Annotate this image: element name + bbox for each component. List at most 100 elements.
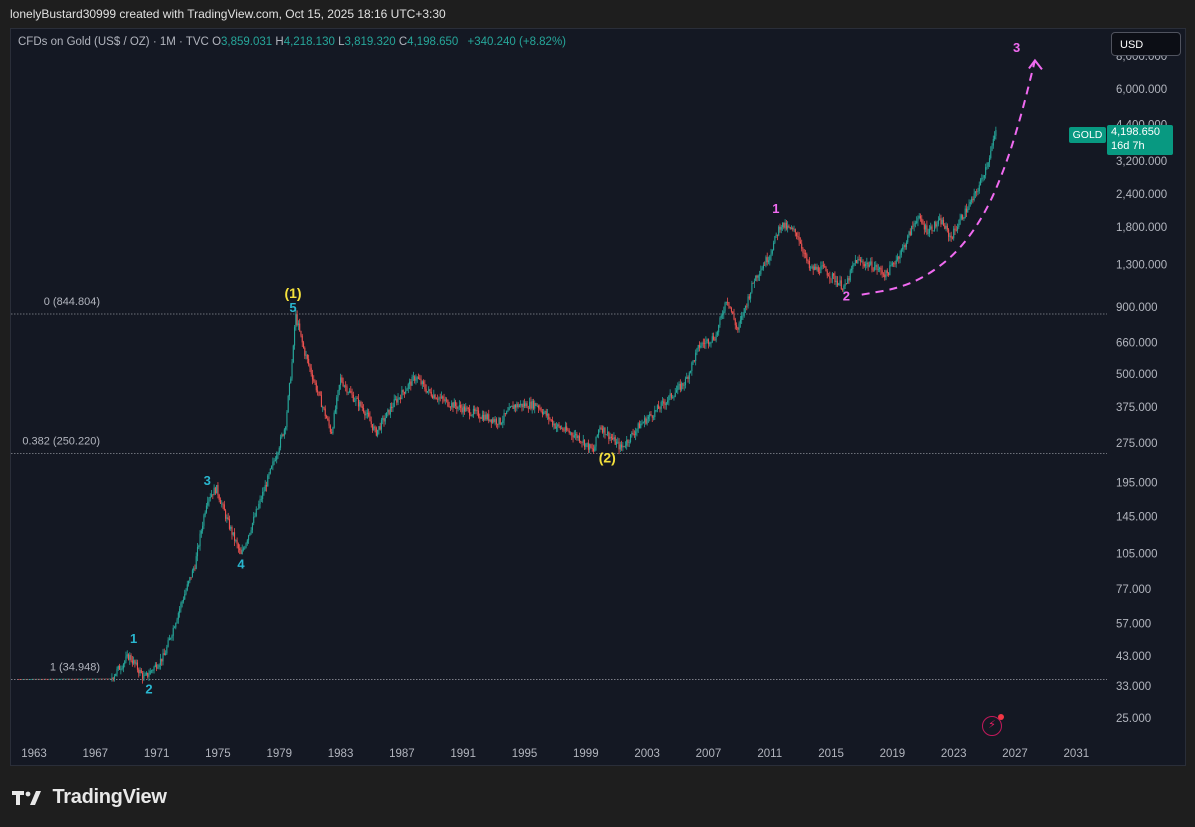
- candle-body: [391, 406, 393, 409]
- candle-body: [471, 414, 473, 416]
- candle-body: [773, 242, 775, 251]
- candle-body: [24, 679, 26, 680]
- candle-body: [664, 403, 666, 406]
- candle-body: [129, 655, 131, 660]
- candle-body: [343, 385, 345, 387]
- candle-body: [476, 410, 478, 411]
- candle-body: [822, 265, 824, 267]
- candle-body: [410, 381, 412, 386]
- candle-body: [323, 407, 325, 409]
- candle-body: [421, 381, 423, 385]
- candle-body: [956, 226, 959, 231]
- candle-body: [577, 435, 579, 438]
- candle-body: [190, 577, 192, 578]
- candle-body: [366, 412, 368, 414]
- candle-body: [935, 222, 937, 227]
- candle-body: [922, 222, 924, 225]
- candle-body: [732, 311, 734, 314]
- candle-body: [438, 397, 440, 400]
- candle-body: [207, 501, 209, 506]
- candle-body: [856, 259, 858, 264]
- candle-body: [615, 441, 618, 445]
- candle-body: [228, 519, 230, 529]
- candle-body: [414, 376, 416, 381]
- chart-frame[interactable]: [10, 28, 1186, 766]
- change-value: +340.240 (+8.82%): [467, 36, 567, 48]
- candle-body: [281, 434, 283, 438]
- candle-body: [706, 339, 708, 341]
- candle-body: [345, 385, 347, 387]
- candle-body: [433, 394, 435, 399]
- candle-body: [737, 327, 739, 330]
- candle-body: [632, 432, 634, 435]
- candle-body: [973, 193, 975, 200]
- candle-body: [692, 360, 694, 363]
- candle-body: [253, 516, 255, 524]
- candle-body: [872, 269, 874, 271]
- candle-body: [974, 191, 976, 194]
- candle-body: [730, 307, 732, 312]
- candle-body: [848, 278, 850, 281]
- candle-body: [810, 267, 812, 269]
- candle-body: [400, 397, 402, 400]
- candle-body: [862, 261, 864, 265]
- candle-body: [479, 417, 481, 419]
- candle-body: [446, 399, 448, 401]
- candle-body: [131, 660, 133, 664]
- candle-body: [977, 190, 979, 192]
- candle-body: [988, 158, 991, 163]
- candle-body: [757, 275, 759, 278]
- candle-body: [623, 445, 625, 447]
- candle-body: [392, 406, 394, 409]
- candle-body: [991, 145, 993, 151]
- candle-body: [262, 492, 264, 499]
- candle-body: [983, 175, 985, 178]
- candle-body: [377, 429, 379, 436]
- candle-body: [927, 233, 929, 234]
- high-value: 4,218.130: [283, 36, 335, 48]
- candle-body: [213, 487, 215, 496]
- candle-body: [794, 229, 796, 233]
- candle-body: [700, 345, 702, 348]
- y-tick-label: 195.000: [1116, 477, 1158, 489]
- candle-body: [806, 254, 808, 261]
- candle-body: [771, 250, 773, 254]
- candle-body: [591, 447, 593, 449]
- candle-body: [423, 381, 425, 385]
- candle-body: [338, 384, 340, 391]
- candle-body: [245, 543, 247, 548]
- candle-body: [587, 442, 589, 450]
- candle-body: [512, 405, 514, 409]
- lightning-icon[interactable]: ⚡: [982, 714, 1004, 736]
- candle-body: [649, 414, 651, 417]
- candle-body: [359, 401, 361, 407]
- candle-body: [35, 678, 38, 680]
- candle-body: [919, 215, 922, 219]
- candle-body: [325, 416, 328, 419]
- x-tick-label: 2003: [634, 748, 660, 760]
- candle-body: [480, 418, 482, 419]
- candle-body: [704, 343, 706, 344]
- candle-body: [747, 296, 749, 307]
- currency-button[interactable]: USD: [1111, 32, 1181, 56]
- candle-body: [211, 494, 213, 497]
- candle-body: [682, 383, 684, 386]
- candle-body: [936, 224, 938, 227]
- candle-body: [153, 666, 155, 671]
- candle-body: [170, 638, 172, 639]
- candle-body: [738, 323, 740, 330]
- candle-body: [905, 242, 907, 248]
- candle-body: [827, 275, 830, 277]
- candle-body: [357, 398, 359, 407]
- candle-body: [158, 665, 160, 668]
- candle-body: [51, 678, 53, 680]
- candle-body: [606, 431, 609, 435]
- candle-body: [701, 342, 703, 346]
- candle-body: [523, 403, 526, 407]
- candle-body: [695, 352, 697, 362]
- candle-body: [525, 403, 527, 407]
- candle-body: [709, 343, 711, 345]
- symbol-title[interactable]: CFDs on Gold (US$ / OZ) · 1M · TVC: [18, 36, 209, 48]
- candle-body: [748, 296, 750, 299]
